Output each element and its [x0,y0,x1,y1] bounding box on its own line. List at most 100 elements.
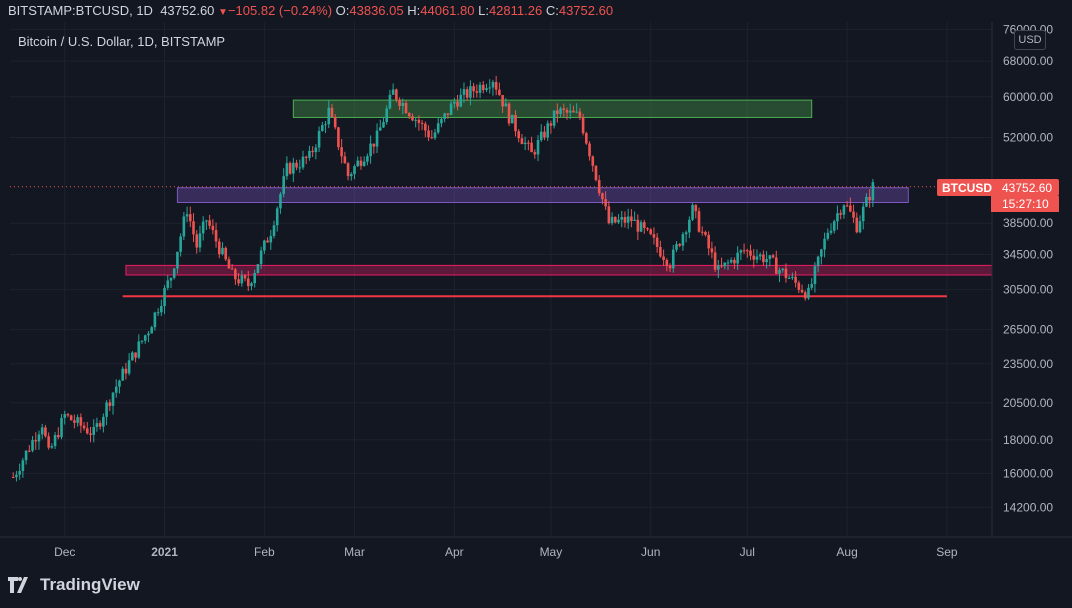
candle-body [829,230,833,233]
candle-body [369,143,372,157]
candle-body [774,257,778,274]
chart-legend-title: Bitcoin / U.S. Dollar, 1D, BITSTAMP [18,34,225,49]
grid [10,22,992,537]
candle-body [436,123,440,133]
price-tick-label: 34500.00 [1003,247,1053,261]
candle-body [845,205,849,207]
high-value: 44061.80 [420,3,475,18]
candle-body [79,417,83,426]
symbol-name[interactable]: BITSTAMP:BTCUSD, 1D [8,3,153,18]
candle-body [201,221,205,234]
candle-body [359,160,363,166]
candle-body [446,113,450,115]
candle-body [449,103,453,115]
candle-body [778,270,781,274]
candle-body [279,194,282,209]
candle-body [250,283,253,287]
candle-body [292,162,295,174]
annotation-zone [176,187,909,204]
candle-body [53,435,57,447]
candle-body [295,162,298,168]
candle-body [308,150,311,158]
candle-body [375,130,379,147]
candle-body [395,89,398,100]
candle-body [517,131,521,139]
candle-body [707,234,710,249]
candle-body [530,142,533,153]
candle-body [282,176,285,195]
candle-body [642,222,646,229]
candle-body [607,206,611,224]
candle-body [246,278,250,287]
candle-body [765,259,768,263]
candle-body [755,256,759,260]
candle-body [572,110,575,113]
candle-body [527,142,530,144]
candle-body [443,113,446,119]
candle-body [469,86,472,98]
candle-body [675,244,678,250]
candle-body [781,268,785,271]
candle-body [31,440,34,451]
chart-area[interactable]: 76000.0068000.0060000.0052000.0038500.00… [0,22,1072,603]
candle-body [475,91,479,93]
candle-body [391,89,395,95]
price-tick-label: 18000.00 [1003,433,1053,447]
candle-body [668,265,672,269]
candle-body [73,420,76,423]
candle-body [153,312,157,328]
candle-body [21,460,25,472]
candle-body [266,240,269,243]
candle-body [456,101,459,107]
candle-body [420,122,424,124]
candle-body [28,450,31,452]
candle-body [156,312,160,314]
candle-body [227,259,231,269]
brand-name: TradingView [40,575,140,594]
close-value: 43752.60 [558,3,614,18]
candle-body [742,250,746,252]
price-chart[interactable]: 76000.0068000.0060000.0052000.0038500.00… [0,22,1072,603]
candle-body [172,268,176,278]
time-tick-label: May [540,545,563,559]
price-tick-label: 14200.00 [1003,500,1053,514]
candle-body [620,217,624,220]
price-axis[interactable]: 76000.0068000.0060000.0052000.0038500.00… [991,22,1053,537]
candle-body [855,217,859,233]
candle-body [710,248,714,253]
candle-body [237,279,240,284]
annotation-zones[interactable] [10,99,993,298]
candle-body [498,89,501,96]
time-tick-label: Dec [54,545,75,559]
candle-body [111,392,115,406]
time-axis[interactable]: Dec 2021 Feb Mar Apr May Jun Jul Aug Sep [0,536,1072,559]
candle-body [633,219,636,221]
candle-body [523,142,527,145]
candle-body [343,156,347,164]
candle-body [34,440,38,442]
tradingview-logo[interactable]: TradingView [8,574,140,596]
candlesticks [11,75,875,482]
candle-body [253,273,256,284]
candle-body [746,250,749,252]
candle-body [69,415,73,421]
candle-body [179,236,182,252]
candle-body [520,138,524,145]
candle-body [150,327,153,334]
candle-body [823,238,826,250]
candle-body [378,127,382,131]
annotation-zone [292,99,813,118]
price-tick-label: 23500.00 [1003,357,1053,371]
candle-body [507,103,511,124]
time-tick-label: 2021 [151,545,178,559]
candle-body [552,110,556,126]
currency-badge[interactable]: USD [1014,30,1046,50]
time-tick-label: Mar [344,545,365,559]
candle-body [304,156,308,158]
candle-body [401,102,405,107]
candle-body [60,417,63,438]
candle-body [617,219,620,223]
candle-body [189,214,192,222]
candle-body [832,221,836,231]
candle-body [230,268,234,270]
